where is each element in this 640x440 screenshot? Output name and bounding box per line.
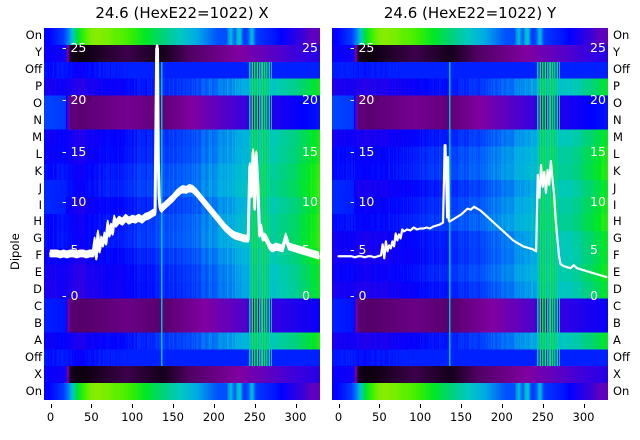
heatmap-canvas-x (44, 28, 320, 400)
x-tick-label-200: 200 (202, 410, 225, 424)
trace-path (337, 144, 608, 279)
category-label-17: B (613, 315, 621, 330)
category-label-4: O (613, 96, 623, 111)
x-tick-label-250: 250 (243, 410, 266, 424)
x-tick-label-200: 200 (490, 410, 513, 424)
category-label-1: Y (613, 45, 621, 60)
x-tick-label-50: 50 (372, 410, 387, 424)
x-tick-mark-250 (542, 404, 544, 408)
category-label-9: J (613, 180, 617, 195)
category-label-15: D (613, 282, 622, 297)
category-label-5: N (33, 113, 42, 127)
category-label-8: K (613, 163, 621, 178)
category-label-10: I (613, 197, 617, 212)
category-label-10: I (38, 197, 42, 212)
category-label-4: O (32, 96, 42, 111)
x-tick-mark-200 (213, 404, 215, 408)
category-label-3: P (613, 79, 620, 94)
category-axis-left: On Y Off P O N M L K J I H G F E D C B A Off X On (2, 28, 44, 400)
category-label-12: G (33, 231, 42, 246)
x-tick-label-100: 100 (121, 410, 144, 424)
category-label-13: F (35, 248, 42, 263)
x-tick-mark-50 (379, 404, 381, 408)
category-label-17: B (34, 315, 42, 330)
x-tick-label-50: 50 (84, 410, 99, 424)
category-label-12: G (613, 231, 622, 246)
category-axis-right: On Y Off P O N M L K J I H G F E D C B A Off X On (610, 28, 640, 400)
category-label-8: K (34, 163, 42, 178)
category-label-11: H (613, 214, 622, 229)
category-label-5: N (613, 113, 622, 127)
panel-title-x: 24.6 (HexE22=1022) X (95, 4, 269, 22)
category-label-3: P (35, 79, 42, 94)
trace-path (49, 45, 320, 257)
x-tick-mark-0 (50, 404, 52, 408)
x-tick-mark-200 (501, 404, 503, 408)
category-label-1: Y (34, 45, 42, 60)
category-label-11: H (33, 214, 42, 229)
trace-line-y (337, 144, 608, 279)
x-tick-mark-300 (583, 404, 585, 408)
category-label-16: C (613, 299, 622, 313)
heatmap-canvas-y (332, 28, 608, 400)
x-tick-label-150: 150 (162, 410, 184, 424)
x-tick-label-150: 150 (450, 410, 472, 424)
category-label-2: Off (613, 62, 630, 77)
category-label-13: F (613, 248, 620, 263)
x-tick-mark-300 (295, 404, 297, 408)
category-label-16: C (33, 299, 42, 313)
category-label-7: L (35, 146, 42, 161)
category-label-9: J (38, 180, 42, 195)
x-tick-label-250: 250 (531, 410, 554, 424)
panel-title-y: 24.6 (HexE22=1022) Y (383, 4, 557, 22)
category-label-20: X (613, 366, 621, 381)
x-tick-mark-0 (338, 404, 340, 408)
category-label-19: Off (613, 349, 630, 364)
heatmap-panel-y[interactable] (332, 28, 608, 400)
category-label-19: Off (25, 349, 42, 364)
trace-path (49, 47, 320, 259)
x-tick-label-0: 0 (46, 410, 55, 424)
trace-line-x (49, 44, 320, 261)
category-label-20: X (34, 366, 42, 381)
x-tick-label-100: 100 (409, 410, 432, 424)
category-label-7: L (613, 146, 620, 161)
x-tick-label-0: 0 (334, 410, 343, 424)
x-tick-mark-150 (461, 404, 463, 408)
trace-path (49, 44, 320, 255)
category-label-0: On (613, 28, 630, 43)
category-label-6: M (32, 129, 42, 144)
x-tick-mark-100 (132, 404, 134, 408)
category-label-21: On (25, 383, 42, 398)
category-label-21: On (613, 383, 630, 398)
x-tick-mark-50 (91, 404, 93, 408)
category-label-0: On (25, 28, 42, 43)
heatmap-panel-x[interactable] (44, 28, 320, 400)
x-tick-mark-150 (173, 404, 175, 408)
trace-path (49, 49, 320, 261)
category-label-18: A (613, 332, 621, 347)
category-label-2: Off (25, 62, 42, 77)
category-label-6: M (613, 129, 623, 144)
x-tick-label-300: 300 (572, 410, 595, 424)
category-label-15: D (33, 282, 42, 297)
x-tick-mark-100 (420, 404, 422, 408)
x-tick-mark-250 (254, 404, 256, 408)
x-tick-label-300: 300 (284, 410, 307, 424)
category-label-18: A (34, 332, 42, 347)
category-label-14: E (613, 265, 621, 280)
category-label-14: E (34, 265, 42, 280)
